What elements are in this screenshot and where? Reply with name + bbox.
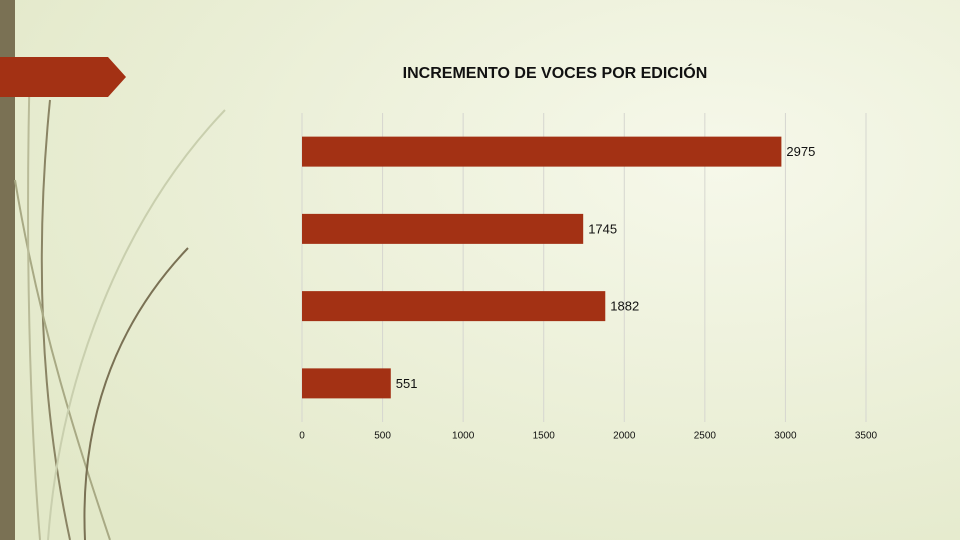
x-tick-label: 0 (299, 431, 305, 442)
x-tick-label: 3000 (774, 431, 797, 442)
bar (302, 213, 584, 244)
data-label: 2975 (786, 144, 815, 159)
x-tick-label: 3500 (855, 431, 878, 442)
decoration (14, 59, 226, 540)
side-strip (0, 0, 15, 540)
x-tick-label: 1000 (452, 431, 475, 442)
bar (302, 291, 606, 322)
bar (302, 136, 782, 167)
x-tick-label: 500 (374, 431, 391, 442)
chart-title: INCREMENTO DE VOCES POR EDICIÓN (403, 63, 708, 82)
bar (302, 368, 391, 399)
data-label: 1745 (588, 221, 617, 236)
x-tick-label: 2500 (694, 431, 717, 442)
x-tick-label: 2000 (613, 431, 636, 442)
title-tab (0, 57, 126, 97)
data-label: 1882 (610, 299, 639, 314)
x-tick-label: 1500 (533, 431, 556, 442)
data-label: 551 (396, 376, 418, 391)
